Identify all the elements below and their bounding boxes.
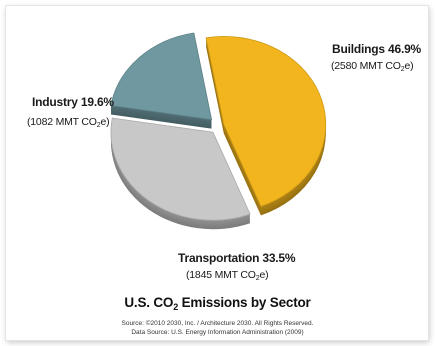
pie-slices [110,32,327,221]
industry-label: Industry 19.6% [32,95,114,109]
pie-slice-industry [110,32,213,121]
transportation-label: Transportation 33.5% [178,251,296,265]
chart-title: U.S. CO2 Emissions by Sector [124,295,311,312]
buildings-value: (2580 MMT CO2e) [331,60,414,73]
industry-value: (1082 MMT CO2e) [27,116,110,129]
buildings-label: Buildings 46.9% [332,42,422,56]
source-line-1: Source: ©2010 2030, Inc. / Architecture … [121,320,314,327]
pie-slice-transportation [110,117,251,221]
transportation-value: (1845 MMT CO2e) [186,269,269,282]
pie-slice-buildings [205,35,327,207]
source-line-2: Data Source: U.S. Energy Information Adm… [131,329,304,336]
